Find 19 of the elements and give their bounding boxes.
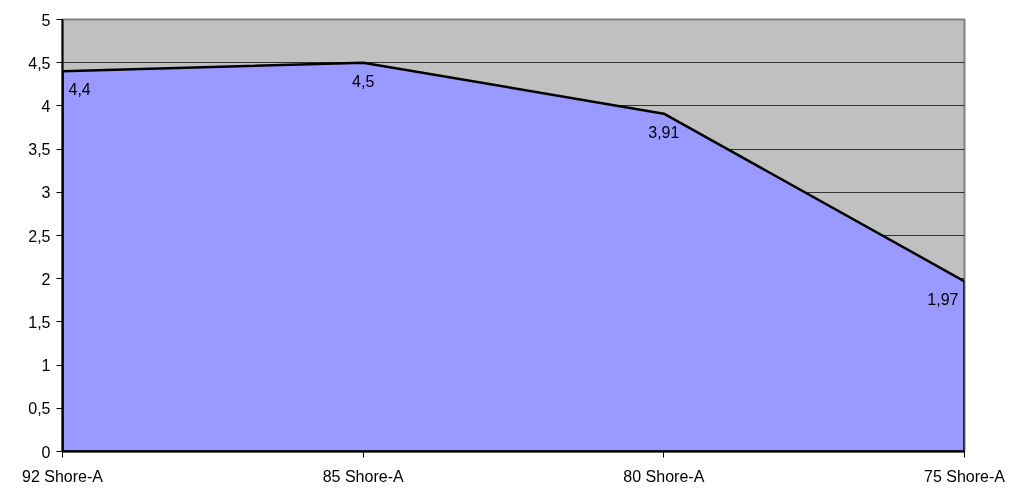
y-tick-label: 3,5 [28,141,51,159]
x-tick-label: 92 Shore-A [22,467,104,485]
data-label: 4,4 [68,81,91,99]
y-tick-label: 0 [41,443,51,461]
data-label: 1,97 [927,291,959,309]
y-tick-label: 1,5 [28,313,51,331]
x-tick-label: 80 Shore-A [623,467,705,485]
y-tick-label: 1 [41,357,51,375]
data-label: 3,91 [648,123,680,141]
y-tick-label: 2,5 [28,227,51,245]
y-tick-label: 4 [41,97,51,115]
x-tick-label: 85 Shore-A [322,467,404,485]
y-tick-label: 5 [41,11,51,29]
data-label: 4,5 [352,72,375,90]
x-tick-label: 75 Shore-A [924,467,1006,485]
y-tick-label: 4,5 [28,54,51,72]
y-tick-label: 3 [41,184,51,202]
y-tick-label: 0,5 [28,400,51,418]
y-tick-label: 2 [41,270,51,288]
